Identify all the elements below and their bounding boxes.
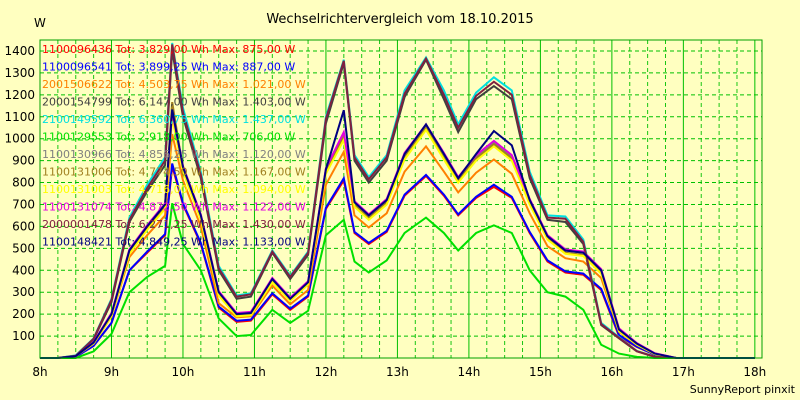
legend-entry: 1100129553 Tot: 2.918,00 Wh Max: 706,00 … xyxy=(42,131,295,144)
x-tick-label: 8h xyxy=(32,365,47,379)
x-tick-label: 13h xyxy=(386,365,409,379)
legend-entry: 1100148421 Tot: 4.849,25 Wh Max: 1.133,0… xyxy=(42,236,306,249)
footer-credit: SunnyReport pinxit xyxy=(690,383,796,396)
legend: 1100096436 Tot: 3.829,00 Wh Max: 875,00 … xyxy=(42,43,306,249)
y-tick-label: 1000 xyxy=(4,132,35,146)
x-tick-label: 10h xyxy=(172,365,195,379)
x-tick-label: 9h xyxy=(104,365,119,379)
x-tick-label: 15h xyxy=(529,365,552,379)
x-tick-label: 11h xyxy=(243,365,266,379)
y-tick-label: 1200 xyxy=(4,88,35,102)
y-tick-label: 1300 xyxy=(4,66,35,80)
y-tick-label: 600 xyxy=(12,219,35,233)
legend-entry: 2100149592 Tot: 6.360,75 Wh Max: 1.437,0… xyxy=(42,113,306,126)
y-tick-label: 100 xyxy=(12,329,35,343)
y-tick-label: 900 xyxy=(12,154,35,168)
legend-entry: 2001506622 Tot: 4.503,75 Wh Max: 1.021,0… xyxy=(42,78,306,91)
legend-entry: 1100096436 Tot: 3.829,00 Wh Max: 875,00 … xyxy=(42,43,295,56)
y-axis-label: W xyxy=(34,16,46,30)
y-tick-label: 500 xyxy=(12,241,35,255)
series-line xyxy=(40,202,755,359)
y-tick-label: 700 xyxy=(12,197,35,211)
y-tick-label: 1400 xyxy=(4,44,35,58)
series-line xyxy=(40,133,755,359)
y-tick-label: 300 xyxy=(12,285,35,299)
x-tick-label: 17h xyxy=(672,365,695,379)
plot-frame xyxy=(39,39,763,359)
chart-title: Wechselrichtervergleich vom 18.10.2015 xyxy=(266,12,533,27)
legend-entry: 2000001478 Tot: 6.271,25 Wh Max: 1.430,0… xyxy=(42,218,306,231)
series-line xyxy=(40,117,755,359)
x-tick-label: 16h xyxy=(600,365,623,379)
y-tick-label: 1100 xyxy=(4,110,35,124)
y-tick-label: 800 xyxy=(12,176,35,190)
legend-entry: 1100130966 Tot: 4.856,25 Wh Max: 1.120,0… xyxy=(42,148,306,161)
series-lines xyxy=(40,42,755,359)
axes: 100 200 300 400 500 600 700 800 900 1000 1100 1200 1… xyxy=(4,39,766,379)
x-tick-label: 14h xyxy=(457,365,480,379)
legend-entry: 1100131006 Tot: 4.774,50 Wh Max: 1.167,0… xyxy=(42,166,306,179)
x-tick-label: 12h xyxy=(315,365,338,379)
legend-entry: 1100131003 Tot: 4.716,00 Wh Max: 1.094,0… xyxy=(42,183,306,196)
series-line xyxy=(40,44,755,359)
y-tick-label: 200 xyxy=(12,307,35,321)
series-line xyxy=(40,109,755,359)
x-tick-label: 18h xyxy=(743,365,766,379)
legend-entry: 2000154799 Tot: 6.147,00 Wh Max: 1.403,0… xyxy=(42,96,306,109)
y-tick-label: 400 xyxy=(12,263,35,277)
legend-entry: 1100131074 Tot: 4.872,50 Wh Max: 1.122,0… xyxy=(42,201,306,214)
legend-entry: 1100096541 Tot: 3.899,25 Wh Max: 887,00 … xyxy=(42,61,295,74)
